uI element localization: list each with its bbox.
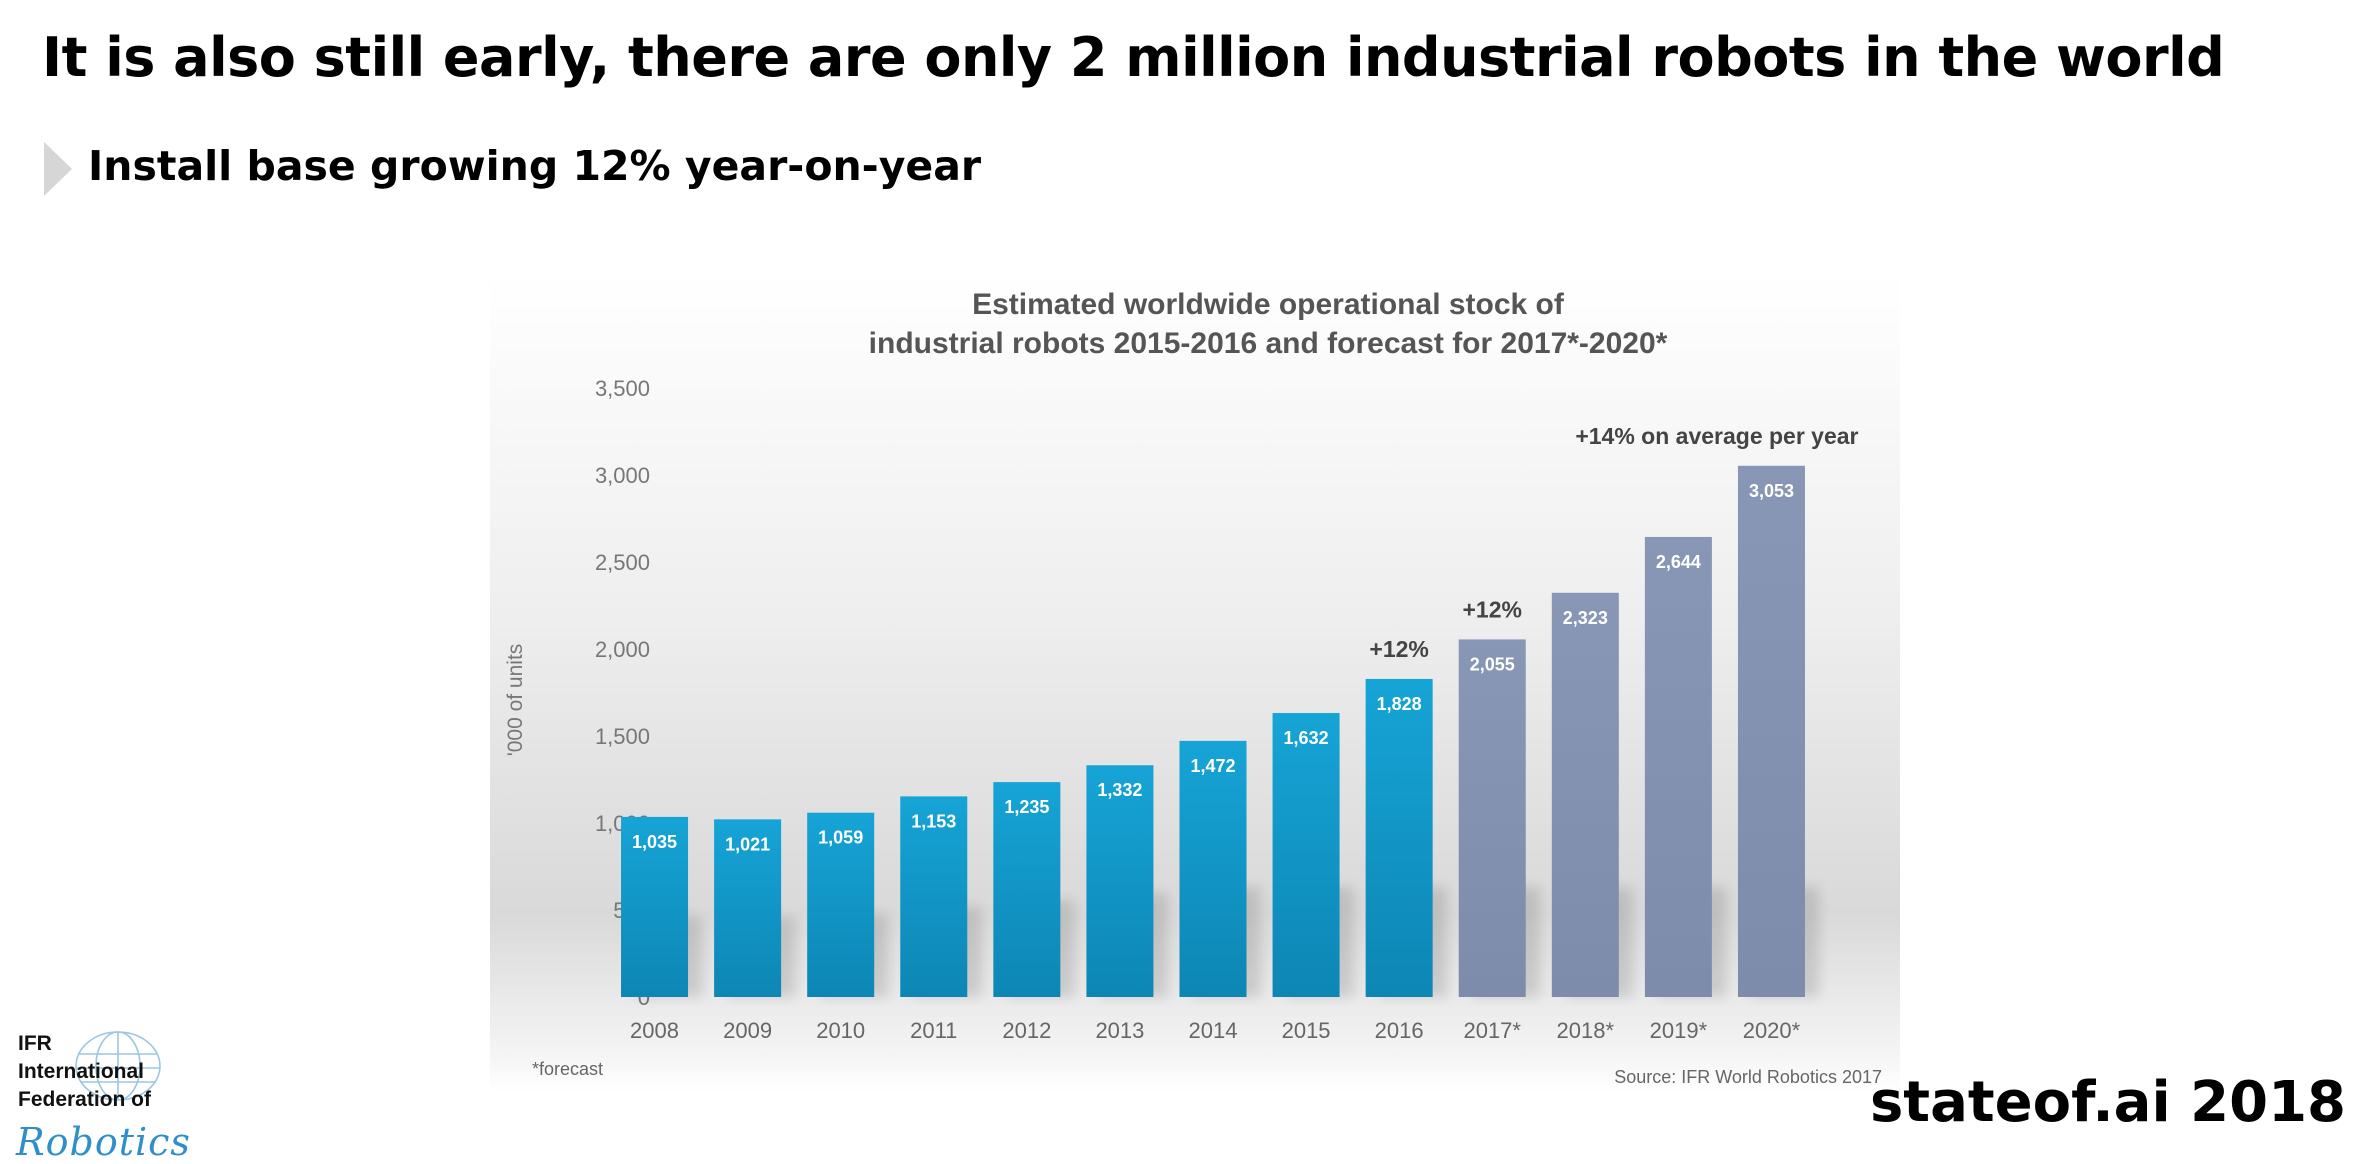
bar-value-label: 3,053 [1749, 481, 1794, 501]
bar-chart: Estimated worldwide operational stock of… [504, 288, 1882, 1087]
bar-actual [1272, 713, 1340, 997]
bar-value-label: 2,323 [1563, 608, 1608, 628]
x-tick-label: 2015 [1282, 1018, 1331, 1043]
forecast-footnote: *forecast [532, 1059, 603, 1079]
bar-actual [1365, 678, 1433, 997]
logo-script-word: Robotics [16, 1120, 191, 1164]
bar-forecast [1644, 536, 1712, 997]
logo-line-2: International [18, 1060, 145, 1083]
bar-value-label: 1,472 [1190, 756, 1235, 776]
x-tick-label: 2009 [723, 1018, 772, 1043]
bar-actual [714, 819, 782, 997]
chart-title: Estimated worldwide operational stock of [972, 288, 1565, 321]
growth-annotation: +12% [1462, 596, 1521, 622]
slide-title: It is also still early, there are only 2… [42, 26, 2225, 89]
y-tick-label: 2,500 [595, 550, 650, 575]
chart-source: Source: IFR World Robotics 2017 [1614, 1067, 1882, 1087]
footer-brand: stateof.ai 2018 [1869, 1070, 2346, 1135]
slide-bullet: Install base growing 12% year-on-year [88, 142, 982, 190]
bar-value-label: 1,332 [1097, 780, 1142, 800]
bar-actual [807, 812, 875, 997]
bar-actual [1179, 740, 1247, 997]
x-tick-label: 2020* [1743, 1018, 1801, 1043]
bar-value-label: 2,644 [1656, 552, 1701, 572]
chart-panel: Estimated worldwide operational stock of… [490, 275, 1900, 1093]
logo-line-3: Federation of [18, 1088, 152, 1111]
bar-actual [621, 816, 689, 997]
bar-actual [1086, 765, 1154, 997]
bar-forecast [1737, 465, 1805, 997]
x-tick-label: 2011 [910, 1018, 957, 1043]
x-tick-label: 2019* [1650, 1018, 1708, 1043]
globe-icon [75, 1031, 161, 1101]
y-tick-label: 1,500 [595, 724, 650, 749]
bar-value-label: 1,021 [725, 834, 770, 854]
logo-line-1: IFR [18, 1032, 52, 1055]
bullet-arrow-icon [44, 142, 72, 196]
y-tick-label: 3,500 [595, 376, 650, 401]
x-tick-label: 2008 [630, 1018, 679, 1043]
x-tick-label: 2016 [1375, 1018, 1424, 1043]
bar-value-label: 1,235 [1004, 797, 1049, 817]
x-tick-label: 2013 [1095, 1018, 1144, 1043]
x-tick-label: 2018* [1557, 1018, 1615, 1043]
bar-actual [993, 782, 1061, 997]
growth-annotation: +12% [1369, 636, 1428, 662]
bar-value-label: 2,055 [1470, 654, 1515, 674]
chart-subtitle: industrial robots 2015-2016 and forecast… [869, 327, 1668, 360]
growth-annotation: +14% on average per year [1575, 423, 1858, 449]
x-tick-label: 2017* [1463, 1018, 1521, 1043]
x-tick-label: 2012 [1002, 1018, 1051, 1043]
y-axis-label: '000 of units [504, 644, 527, 757]
bar-value-label: 1,059 [818, 828, 863, 848]
bar-value-label: 1,828 [1377, 694, 1422, 714]
x-tick-label: 2010 [816, 1018, 865, 1043]
bar-forecast [1458, 639, 1526, 997]
bar-actual [900, 796, 968, 997]
bar-value-label: 1,153 [911, 811, 956, 831]
bar-value-label: 1,035 [632, 832, 677, 852]
y-tick-label: 2,000 [595, 637, 650, 662]
bar-forecast [1551, 592, 1619, 997]
x-tick-label: 2014 [1189, 1018, 1238, 1043]
bar-value-label: 1,632 [1284, 728, 1329, 748]
ifr-logo: IFR International Federation of Robotics [16, 1024, 226, 1164]
y-tick-label: 3,000 [595, 463, 650, 488]
